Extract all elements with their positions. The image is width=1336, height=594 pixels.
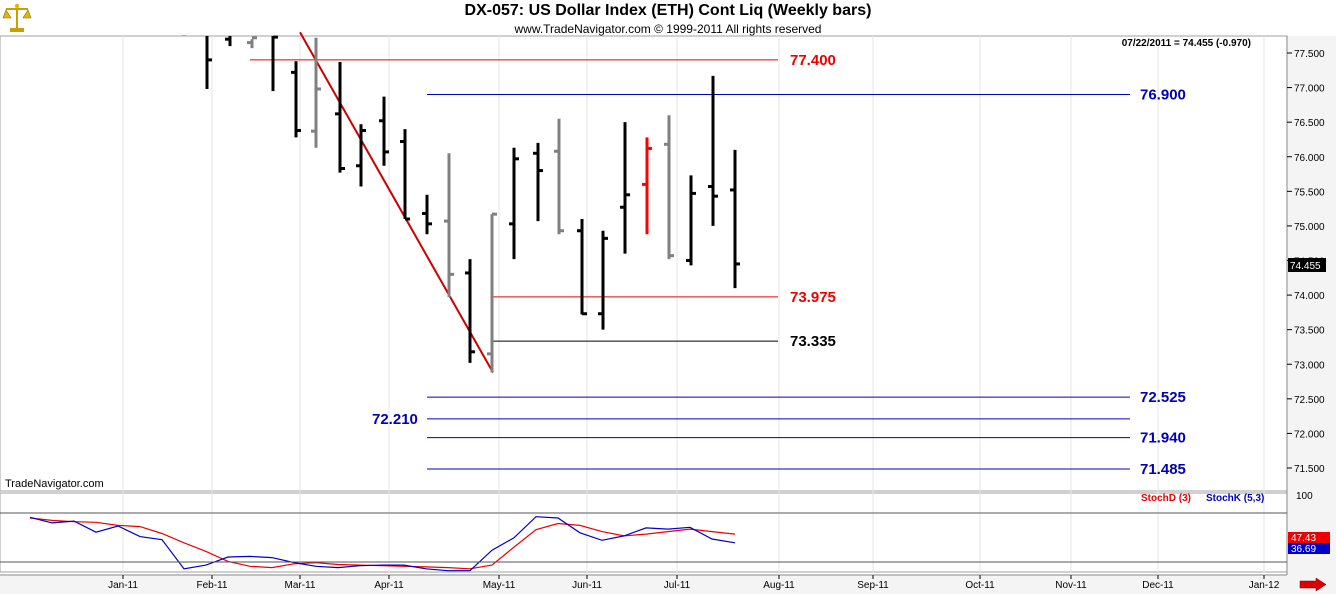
y-tick-label: 75.500 xyxy=(1294,187,1325,198)
level-label: 76.900 xyxy=(1140,87,1186,104)
y-tick-label: 77.000 xyxy=(1294,84,1325,95)
level-label: 72.525 xyxy=(1140,389,1186,406)
y-tick-label: 73.000 xyxy=(1294,360,1325,371)
ohlc-bar xyxy=(335,61,345,173)
y-tick-label: 75.000 xyxy=(1294,222,1325,233)
ohlc-bar xyxy=(730,149,740,289)
ohlc-bar xyxy=(400,129,410,221)
x-tick-label: Feb-11 xyxy=(197,580,228,591)
x-tick-label: Dec-11 xyxy=(1142,580,1174,591)
ohlc-bar xyxy=(664,115,674,260)
ohlc-bar xyxy=(686,175,696,266)
x-tick-label: Sep-11 xyxy=(857,580,889,591)
ohlc-bar xyxy=(509,147,519,260)
ohlc-bar xyxy=(577,219,587,316)
ohlc-bar xyxy=(291,61,301,138)
ohlc-bar xyxy=(247,36,257,49)
ohlc-bar xyxy=(642,137,652,235)
y-tick-label: 72.000 xyxy=(1294,429,1325,440)
stochd-value-tag: 47.43 xyxy=(1291,533,1316,544)
y-tick-label: 71.500 xyxy=(1294,464,1325,475)
stochd-legend: StochD (3) xyxy=(1141,493,1191,504)
ohlc-bar xyxy=(205,36,212,89)
ohlc-bar xyxy=(356,124,366,187)
ohlc-bar xyxy=(465,259,475,363)
stochk-legend: StochK (5,3) xyxy=(1206,493,1264,504)
level-label: 73.335 xyxy=(790,333,836,350)
stochk-value-tag: 36.69 xyxy=(1291,544,1316,555)
level-label: 72.210 xyxy=(372,411,418,428)
level-label: 71.940 xyxy=(1140,430,1186,447)
ohlc-bar xyxy=(620,122,630,254)
watermark: TradeNavigator.com xyxy=(5,478,104,490)
x-tick-label: Jun-11 xyxy=(572,580,602,591)
price-panel xyxy=(0,35,1288,492)
level-label: 77.400 xyxy=(790,52,836,69)
status-readout: 07/22/2011 = 74.455 (-0.970) xyxy=(1122,38,1251,49)
ohlc-bar xyxy=(271,35,278,92)
chart-title: DX-057: US Dollar Index (ETH) Cont Liq (… xyxy=(464,2,872,19)
x-tick-label: Apr-11 xyxy=(374,580,404,591)
ohlc-bar xyxy=(311,37,321,148)
ohlc-bar xyxy=(487,212,497,373)
stoch-series-line xyxy=(29,516,736,572)
x-tick-label: Jul-11 xyxy=(664,580,691,591)
x-tick-label: Nov-11 xyxy=(1055,580,1087,591)
y-tick-label: 73.500 xyxy=(1294,326,1325,337)
ohlc-bar xyxy=(708,75,718,226)
gold-scale-icon xyxy=(2,2,32,39)
y-tick-label: 76.500 xyxy=(1294,118,1325,129)
right-arrow-icon[interactable] xyxy=(1298,577,1328,592)
copyright-notice: www.TradeNavigator.com © 1999-2011 All r… xyxy=(514,22,822,36)
ohlc-bar xyxy=(422,194,432,235)
x-tick-label: Jan-11 xyxy=(108,580,138,591)
y-tick-label: 77.500 xyxy=(1294,49,1325,60)
y-tick-label: 74.000 xyxy=(1294,291,1325,302)
x-tick-label: Aug-11 xyxy=(763,580,795,591)
y-tick-label: 72.500 xyxy=(1294,395,1325,406)
ohlc-bar xyxy=(533,142,543,222)
x-tick-label: May-11 xyxy=(483,580,516,591)
ohlc-bar xyxy=(598,230,608,330)
x-tick-label: Jan-12 xyxy=(1249,580,1280,591)
last-price-tag: 74.455 xyxy=(1290,261,1321,272)
level-label: 71.485 xyxy=(1140,461,1186,478)
ohlc-bar xyxy=(554,118,564,235)
x-tick-label: Oct-11 xyxy=(965,580,995,591)
stoch-tick-100: 100 xyxy=(1296,491,1313,502)
ohlc-bar xyxy=(225,36,232,47)
trendline xyxy=(299,31,494,374)
x-tick-label: Mar-11 xyxy=(285,580,316,591)
ohlc-bar xyxy=(379,96,389,166)
ohlc-bar xyxy=(444,153,454,298)
stochastic-panel xyxy=(0,492,1288,573)
y-tick-label: 76.000 xyxy=(1294,153,1325,164)
level-label: 73.975 xyxy=(790,289,836,306)
